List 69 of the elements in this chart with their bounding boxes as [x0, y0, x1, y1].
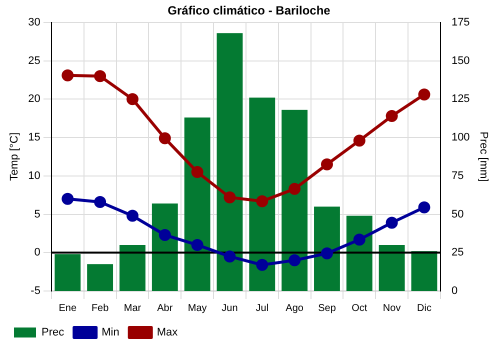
point — [158, 132, 171, 144]
x-tick-label: Abr — [157, 302, 174, 314]
bar — [54, 254, 81, 291]
point — [418, 201, 430, 214]
x-tick-label: Jun — [222, 302, 238, 314]
bar — [152, 204, 178, 291]
x-tick-label: May — [188, 302, 207, 314]
point — [62, 192, 74, 205]
y-tick-label: 10 — [28, 170, 40, 182]
y2-tick-label: 125 — [451, 93, 470, 106]
x-tick-label: Ene — [58, 302, 77, 314]
point — [126, 210, 138, 222]
bar — [184, 118, 210, 291]
chart-title: Gráfico climático - Bariloche — [168, 4, 331, 18]
x-tick-label: Sep — [318, 302, 336, 314]
bar — [87, 264, 114, 291]
point — [191, 166, 204, 178]
bar — [411, 251, 438, 291]
y-tick-label: 25 — [28, 54, 40, 67]
point — [320, 158, 333, 170]
bar — [314, 206, 340, 291]
y-tick-label: 5 — [34, 208, 40, 220]
bar — [282, 110, 308, 291]
x-tick-label: Dic — [417, 302, 432, 314]
point — [386, 110, 398, 122]
x-tick-label: Nov — [382, 302, 401, 314]
point — [288, 254, 301, 266]
x-tick-label: Feb — [91, 302, 110, 314]
y-tick-label: 20 — [28, 93, 40, 106]
y-tick-label: 15 — [28, 132, 40, 144]
legend-label: Prec — [42, 326, 65, 339]
point — [320, 247, 333, 260]
point — [418, 88, 430, 101]
point — [126, 93, 138, 106]
y-tick-label: 0 — [34, 246, 40, 259]
bar — [378, 244, 405, 291]
y-axis-title: Temp [°C] — [8, 132, 21, 181]
y-tick-label: 30 — [28, 16, 40, 28]
y2-tick-label: 175 — [451, 16, 470, 28]
x-tick-label: Oct — [352, 302, 368, 314]
bar — [249, 98, 276, 291]
y2-tick-label: 75 — [451, 170, 464, 182]
point — [224, 191, 236, 204]
point — [62, 69, 74, 82]
point — [94, 70, 106, 82]
point — [386, 216, 398, 229]
y2-tick-label: 150 — [451, 54, 470, 67]
point — [94, 196, 106, 208]
y-tick-label: -5 — [30, 285, 40, 298]
y2-tick-label: 0 — [451, 285, 458, 298]
point — [256, 195, 268, 208]
point — [256, 258, 268, 271]
point — [353, 134, 366, 147]
point — [288, 182, 301, 195]
x-tick-label: Mar — [124, 302, 142, 314]
legend-label: Min — [102, 326, 120, 339]
y2-axis-title: Prec [mm] — [477, 132, 490, 182]
y2-tick-label: 25 — [451, 246, 464, 259]
legend-label: Max — [156, 326, 178, 339]
x-tick-label: Jul — [256, 302, 269, 314]
point — [224, 250, 236, 262]
bar — [120, 244, 146, 291]
point — [353, 234, 366, 246]
y2-tick-label: 50 — [451, 208, 464, 220]
bar — [216, 33, 243, 291]
point — [191, 238, 204, 251]
x-tick-label: Ago — [286, 302, 304, 314]
point — [158, 228, 171, 241]
y2-tick-label: 100 — [451, 132, 470, 144]
